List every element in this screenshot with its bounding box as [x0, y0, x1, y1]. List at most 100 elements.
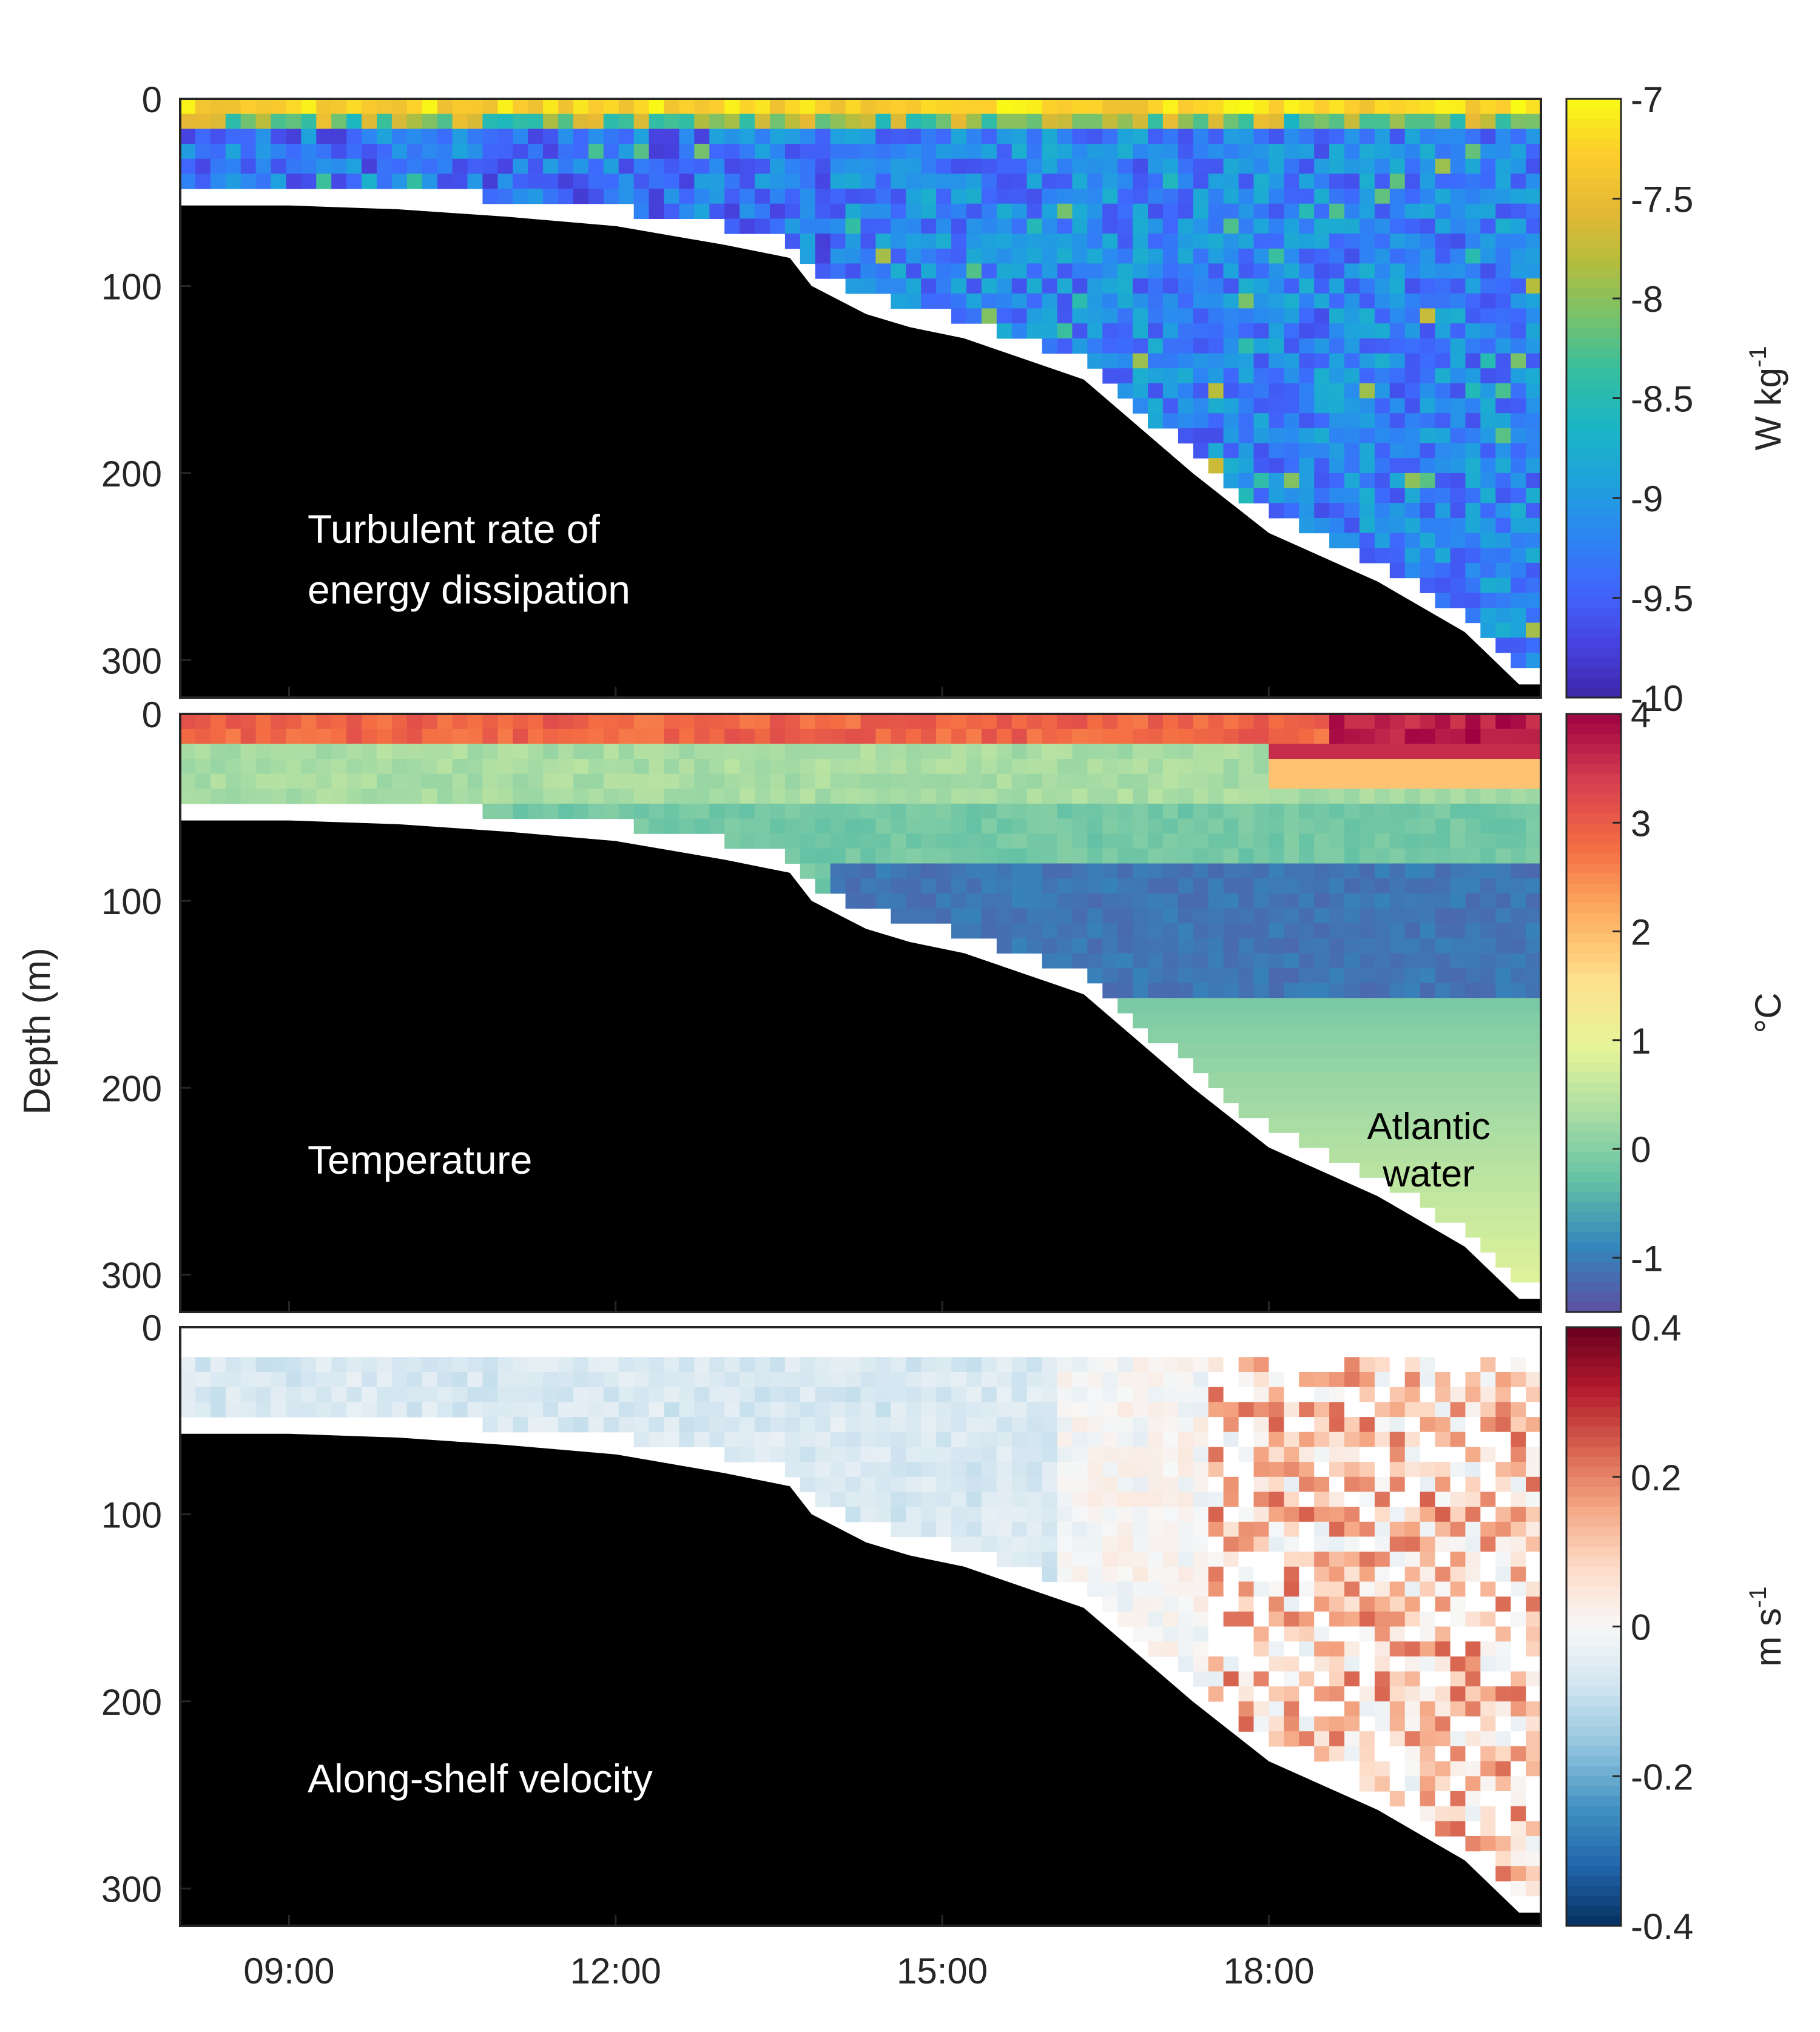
- heatmap-cell: [1359, 503, 1375, 519]
- heatmap-cell: [210, 1327, 226, 1343]
- heatmap-cell: [1223, 158, 1239, 174]
- heatmap-cell: [1389, 1731, 1406, 1747]
- heatmap-cell: [921, 99, 937, 115]
- heatmap-cell: [1450, 728, 1466, 744]
- heatmap-cell: [815, 759, 831, 775]
- heatmap-cell: [1223, 1701, 1239, 1717]
- heatmap-cell: [1511, 398, 1526, 414]
- heatmap-cell: [1208, 789, 1224, 804]
- heatmap-cell: [1389, 983, 1406, 998]
- heatmap-cell: [1284, 728, 1299, 744]
- heatmap-cell: [1162, 263, 1179, 279]
- heatmap-cell: [1435, 1626, 1451, 1642]
- heatmap-cell: [1208, 1462, 1224, 1478]
- heatmap-cell: [830, 848, 846, 864]
- heatmap-cell: [573, 113, 589, 129]
- heatmap-cell: [210, 789, 226, 804]
- heatmap-cell: [1117, 1431, 1133, 1447]
- heatmap-cell: [588, 129, 604, 144]
- heatmap-cell: [1465, 129, 1481, 144]
- heatmap-cell: [830, 878, 846, 894]
- heatmap-cell: [800, 833, 816, 849]
- heatmap-cell: [1072, 1447, 1088, 1462]
- heatmap-cell: [1389, 1656, 1406, 1672]
- heatmap-cell: [1435, 1656, 1451, 1672]
- heatmap-cell: [543, 158, 559, 174]
- heatmap-cell: [740, 129, 755, 144]
- heatmap-cell: [649, 189, 665, 204]
- heatmap-cell: [1162, 789, 1179, 804]
- heatmap-cell: [195, 1402, 211, 1418]
- heatmap-cell: [1314, 368, 1330, 384]
- heatmap-cell: [1269, 953, 1284, 969]
- heatmap-cell: [1148, 99, 1164, 115]
- heatmap-cell: [1072, 293, 1088, 309]
- heatmap-cell: [1284, 953, 1299, 969]
- heatmap-cell: [1374, 1417, 1390, 1433]
- colorbar-step: [1566, 458, 1621, 469]
- heatmap-cell: [1208, 1043, 1224, 1058]
- heatmap-cell: [1450, 278, 1466, 294]
- heatmap-cell: [1344, 248, 1360, 264]
- heatmap-cell: [1057, 773, 1073, 789]
- heatmap-cell: [1480, 1207, 1496, 1223]
- heatmap-cell: [422, 158, 438, 174]
- heatmap-cell: [996, 1462, 1013, 1478]
- colorbar-step: [1566, 1835, 1621, 1847]
- heatmap-cell: [1465, 744, 1481, 759]
- heatmap-cell: [740, 1357, 755, 1373]
- heatmap-cell: [1042, 803, 1058, 819]
- heatmap-cell: [1253, 1656, 1269, 1672]
- heatmap-cell: [362, 158, 377, 174]
- heatmap-cell: [1480, 158, 1496, 174]
- heatmap-cell: [1253, 744, 1269, 759]
- heatmap-cell: [1435, 368, 1451, 384]
- heatmap-cell: [1420, 1806, 1436, 1822]
- heatmap-cell: [800, 248, 816, 264]
- heatmap-cell: [543, 803, 559, 819]
- heatmap-cell: [951, 1521, 967, 1538]
- heatmap-cell: [800, 803, 816, 819]
- heatmap-cell: [891, 1402, 906, 1418]
- heatmap-cell: [1526, 968, 1542, 984]
- heatmap-cell: [1344, 1327, 1360, 1343]
- heatmap-cell: [1374, 263, 1390, 279]
- heatmap-cell: [860, 234, 876, 249]
- heatmap-cell: [1042, 1387, 1058, 1402]
- colorbar-step: [1566, 218, 1621, 229]
- heatmap-cell: [1208, 1417, 1224, 1433]
- heatmap-cell: [1223, 248, 1239, 264]
- heatmap-cell: [1269, 1431, 1284, 1447]
- heatmap-cell: [255, 728, 272, 744]
- heatmap-cell: [1299, 144, 1315, 160]
- heatmap-cell: [210, 1402, 226, 1418]
- heatmap-cell: [770, 1402, 786, 1418]
- heatmap-cell: [1178, 818, 1194, 834]
- heatmap-cell: [1465, 1088, 1481, 1103]
- heatmap-cell: [830, 189, 846, 204]
- heatmap-cell: [1450, 803, 1466, 819]
- heatmap-cell: [1374, 383, 1390, 399]
- heatmap-cell: [1087, 218, 1103, 234]
- heatmap-cell: [906, 218, 922, 234]
- heatmap-cell: [1072, 938, 1088, 954]
- heatmap-cell: [875, 113, 891, 129]
- heatmap-cell: [1374, 1357, 1390, 1373]
- heatmap-cell: [1359, 1686, 1375, 1702]
- heatmap-cell: [996, 278, 1013, 294]
- heatmap-cell: [1087, 848, 1103, 864]
- heatmap-cell: [1269, 189, 1284, 204]
- heatmap-cell: [1435, 1806, 1451, 1822]
- heatmap-cell: [936, 833, 952, 849]
- heatmap-cell: [1526, 1821, 1542, 1837]
- heatmap-cell: [1404, 353, 1421, 369]
- heatmap-cell: [1011, 1342, 1028, 1357]
- heatmap-cell: [1072, 129, 1088, 144]
- heatmap-cell: [875, 848, 891, 864]
- heatmap-cell: [1057, 129, 1073, 144]
- heatmap-cell: [1253, 893, 1269, 909]
- heatmap-cell: [558, 1417, 574, 1433]
- heatmap-cell: [800, 1372, 816, 1388]
- heatmap-cell: [1329, 803, 1345, 819]
- heatmap-cell: [558, 728, 574, 744]
